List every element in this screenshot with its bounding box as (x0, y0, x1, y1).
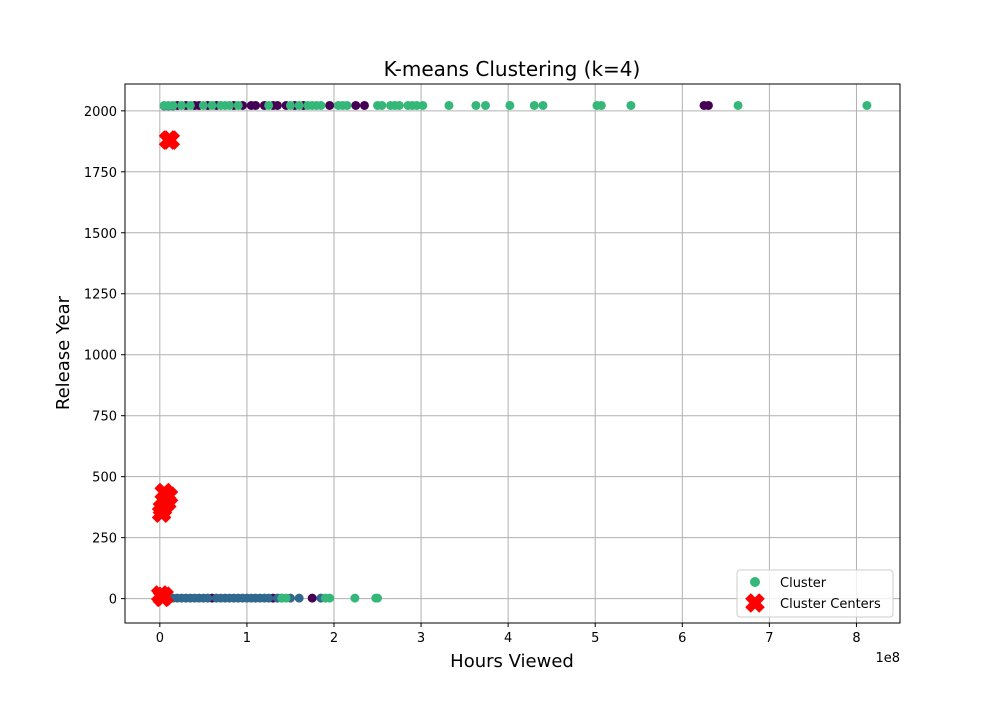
data-point (529, 100, 539, 110)
y-tick-label: 250 (92, 532, 117, 547)
cluster-center-marker (152, 587, 173, 608)
x-tick-label: 3 (417, 631, 425, 646)
x-tick-label: 1 (243, 631, 251, 646)
y-tick-label: 2000 (84, 105, 117, 120)
plot-frame (124, 83, 901, 624)
cluster-centers (150, 130, 181, 608)
data-point (264, 593, 274, 603)
legend-box (736, 569, 894, 618)
data-point (471, 100, 481, 110)
axis-ticks: 0 1 2 3 4 5 6 7 8 0 250 500 750 1000 1250 1500 1750 2000 (84, 105, 861, 646)
data-point (325, 100, 335, 110)
data-point (198, 100, 208, 110)
data-point (342, 100, 352, 110)
legend-label-cluster-centers: Cluster Centers (780, 597, 881, 612)
x-tick-label: 6 (678, 631, 686, 646)
data-point (862, 100, 872, 110)
legend: Cluster Cluster Centers (736, 569, 894, 618)
data-point (281, 593, 291, 603)
y-tick-label: 750 (92, 410, 117, 425)
x-tick-label: 2 (330, 631, 338, 646)
data-point (316, 100, 326, 110)
data-point (481, 100, 491, 110)
data-points (159, 100, 872, 603)
cluster-center-marker (160, 130, 181, 150)
data-point (359, 100, 369, 110)
x-tick-label: 8 (852, 631, 860, 646)
data-point (703, 100, 713, 110)
y-tick-label: 1750 (84, 166, 117, 181)
data-point (626, 100, 636, 110)
data-point (538, 100, 548, 110)
y-axis-label: Release Year (53, 295, 74, 410)
x-tick-label: 5 (591, 631, 599, 646)
data-point (294, 593, 304, 603)
data-point (596, 100, 606, 110)
data-point (185, 100, 195, 110)
data-point (233, 100, 243, 110)
x-tick-label: 4 (504, 631, 512, 646)
legend-x-shape (745, 593, 765, 613)
data-point (373, 593, 383, 603)
x-axis-label: Hours Viewed (450, 651, 574, 672)
data-point (444, 100, 454, 110)
data-point (418, 100, 428, 110)
data-point (203, 593, 213, 603)
data-point (168, 100, 178, 110)
legend-marker-cluster-centers (745, 593, 765, 613)
chart-title: K-means Clustering (k=4) (384, 57, 641, 81)
legend-marker-cluster (750, 577, 760, 587)
cluster-center-marker (151, 503, 172, 524)
data-point (224, 100, 234, 110)
y-tick-label: 1250 (84, 288, 117, 303)
data-point (351, 100, 361, 110)
data-point (325, 593, 335, 603)
data-point (251, 100, 261, 110)
data-point (733, 100, 743, 110)
data-point (505, 100, 515, 110)
data-point (377, 100, 387, 110)
x-axis-offset-text: 1e8 (875, 651, 900, 666)
data-point (207, 100, 217, 110)
y-tick-label: 500 (92, 471, 117, 486)
data-point (177, 100, 187, 110)
data-point (272, 100, 282, 110)
y-tick-label: 0 (109, 593, 117, 608)
data-point (285, 100, 295, 110)
legend-label-cluster: Cluster (780, 576, 827, 591)
y-tick-label: 1000 (84, 349, 117, 364)
y-tick-label: 1500 (84, 227, 117, 242)
data-point (394, 100, 404, 110)
data-point (264, 100, 274, 110)
data-point (307, 593, 317, 603)
x-tick-label: 0 (156, 631, 164, 646)
x-tick-label: 7 (765, 631, 773, 646)
data-point (350, 593, 360, 603)
data-point (294, 100, 304, 110)
